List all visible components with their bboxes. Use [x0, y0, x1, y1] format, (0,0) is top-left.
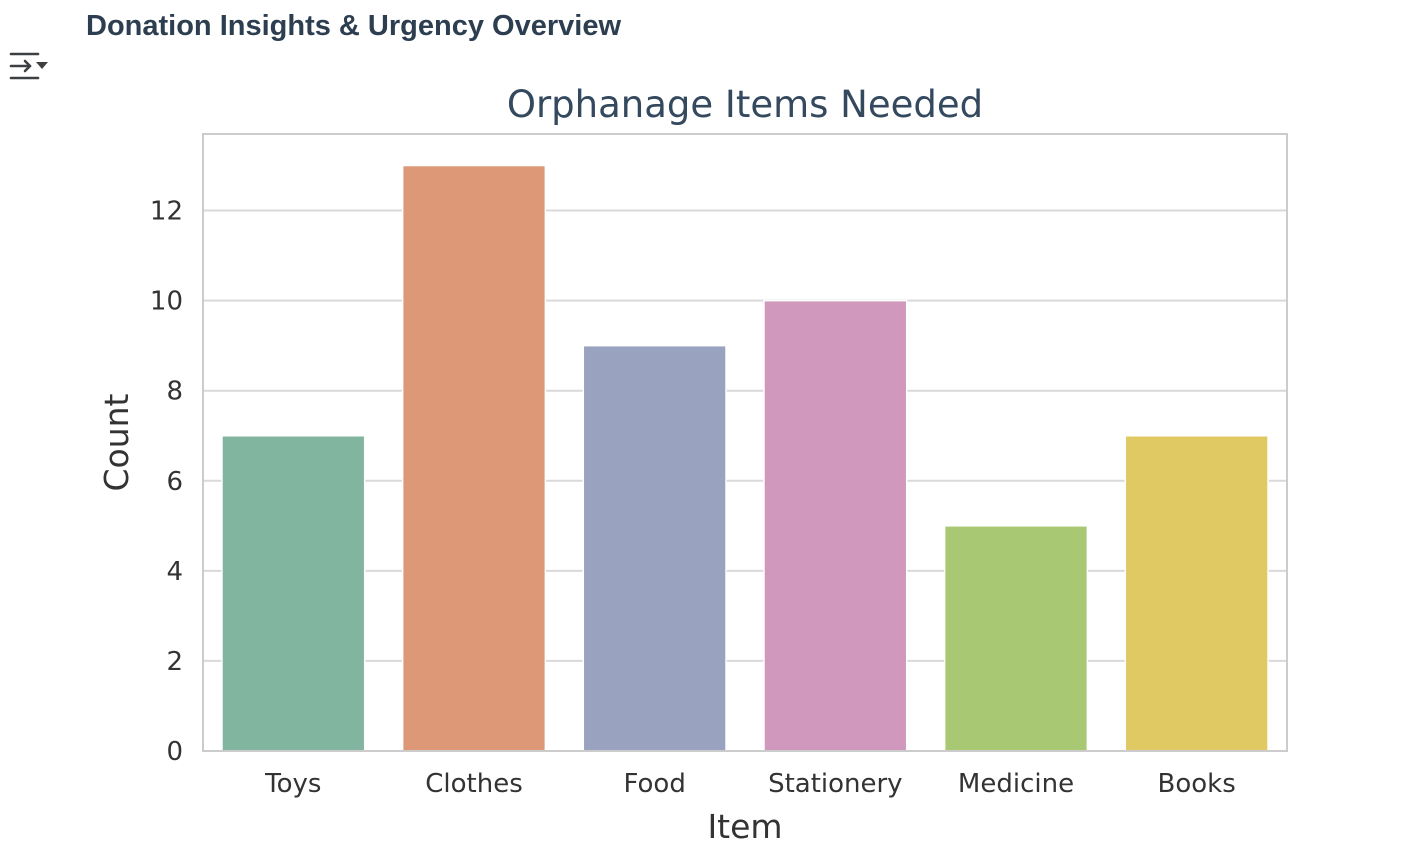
bar-toys	[221, 434, 366, 752]
bar-clothes	[401, 164, 547, 752]
x-tick-label: Clothes	[425, 769, 523, 799]
y-tick-label: 0	[166, 737, 183, 767]
bar-medicine	[943, 525, 1089, 752]
plot-frame	[202, 133, 1288, 752]
y-tick-label: 10	[150, 287, 183, 317]
x-tick-label: Stationery	[768, 769, 903, 799]
x-tick-label: Toys	[264, 769, 321, 799]
bar-stationery	[763, 299, 908, 752]
output-collapse-icon[interactable]	[8, 48, 52, 84]
x-tick-label: Books	[1158, 769, 1236, 799]
page-title: Donation Insights & Urgency Overview	[86, 10, 621, 42]
y-tick-label: 8	[166, 377, 183, 407]
y-tick-label: 12	[150, 197, 183, 227]
bar-books	[1124, 434, 1269, 752]
y-tick-label: 2	[166, 647, 183, 677]
x-tick-label: Medicine	[958, 769, 1074, 799]
y-tick-label: 6	[166, 467, 183, 497]
x-axis-label: Item	[707, 807, 782, 846]
chart-title: Orphanage Items Needed	[507, 83, 983, 126]
y-axis-label: Count	[97, 393, 136, 491]
x-tick-label: Food	[623, 769, 685, 799]
y-tick-label: 4	[166, 557, 183, 587]
bar-food	[582, 344, 727, 752]
